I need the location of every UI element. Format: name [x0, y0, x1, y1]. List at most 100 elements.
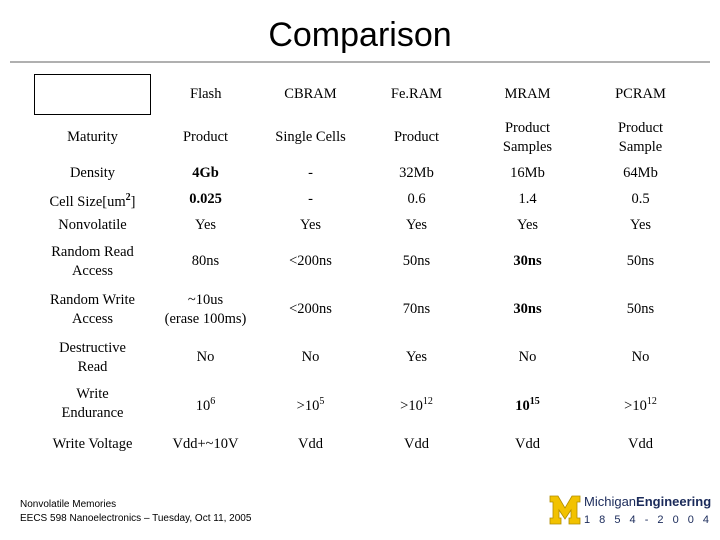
- cell-line: 4Gb: [192, 165, 219, 181]
- row-label-line: Random Read: [51, 243, 134, 260]
- cell-line: 64Mb: [623, 165, 658, 181]
- table-cell: 30ns: [473, 239, 583, 285]
- column-header: Fe.RAM: [390, 86, 443, 102]
- table-cell: Yes: [361, 213, 473, 239]
- table-row: Destructive Read No No Yes No No: [35, 335, 699, 381]
- row-label-line: Random Write: [50, 291, 135, 308]
- table-cell: 1015: [473, 381, 583, 427]
- table-row: Maturity Product Single Cells Product Produc…: [35, 115, 699, 161]
- row-label: Write Voltage: [35, 427, 151, 463]
- cell-line: No: [196, 349, 215, 365]
- cell-line: >1012: [400, 395, 433, 414]
- table-cell: Yes: [151, 213, 261, 239]
- table-cell: 50ns: [361, 239, 473, 285]
- cell-line: 80ns: [191, 253, 220, 269]
- column-header: Flash: [190, 86, 222, 102]
- table-row: Cell Size[um2] 0.025 - 0.6 1.4 0.5: [35, 187, 699, 213]
- table-cell: <200ns: [261, 285, 361, 335]
- table-row: Write Endurance 106 >105 >1012 1015 >1012: [35, 381, 699, 427]
- table-cell: Product Samples: [473, 115, 583, 161]
- cell-line: (erase 100ms): [164, 310, 247, 327]
- table-cell: >1012: [583, 381, 699, 427]
- cell-line: No: [301, 349, 320, 365]
- cell-line: 1.4: [518, 191, 537, 207]
- table-cell: Vdd: [361, 427, 473, 463]
- logo-word-engineering: Engineering: [636, 494, 712, 509]
- cell-line: 50ns: [402, 253, 431, 269]
- cell-line: Vdd+~10V: [172, 436, 239, 452]
- cell-line: Product: [393, 129, 440, 145]
- cell-line: -: [308, 165, 313, 181]
- cell-line: 30ns: [513, 301, 542, 317]
- table-cell: <200ns: [261, 239, 361, 285]
- table-cell: Vdd: [261, 427, 361, 463]
- cell-line: Product: [617, 119, 664, 136]
- table-cell: 0.5: [583, 187, 699, 213]
- table-cell: 64Mb: [583, 161, 699, 187]
- table-cell: 50ns: [583, 239, 699, 285]
- table-cell: Yes: [583, 213, 699, 239]
- table-row: Random Read Access 80ns <200ns 50ns 30ns 50ns: [35, 239, 699, 285]
- logo-word-michigan: Michigan: [584, 494, 637, 509]
- michigan-engineering-logo: MichiganEngineering 1 8 5 4 - 2 0 0 4: [548, 490, 711, 532]
- row-label-line: Endurance: [61, 404, 124, 421]
- cell-line: <200ns: [289, 301, 332, 317]
- table-cell: 4Gb: [151, 161, 261, 187]
- cell-line: >105: [296, 395, 325, 414]
- footer-course-info: EECS 598 Nanoelectronics – Tuesday, Oct …: [20, 513, 252, 524]
- table-cell: Product: [361, 115, 473, 161]
- cell-line: 16Mb: [510, 165, 545, 181]
- block-m-icon: [549, 495, 581, 525]
- cell-line: Sample: [618, 138, 663, 155]
- table-cell: -: [261, 187, 361, 213]
- row-label-line: Read: [77, 358, 108, 375]
- cell-line: No: [631, 349, 650, 365]
- cell-line: Yes: [194, 217, 217, 233]
- row-label-line: Nonvolatile: [58, 217, 127, 233]
- cell-line: Yes: [405, 349, 428, 365]
- row-label: Maturity: [35, 115, 151, 161]
- cell-line: Vdd: [628, 436, 653, 452]
- cell-line: >1012: [624, 395, 657, 414]
- comparison-table: Flash CBRAM Fe.RAM MRAM PCRAM Maturity Pr…: [34, 74, 699, 463]
- cell-line: Yes: [516, 217, 539, 233]
- row-label-line: Density: [69, 165, 116, 181]
- table-cell: Single Cells: [261, 115, 361, 161]
- row-label: Write Endurance: [35, 381, 151, 427]
- cell-line: Product: [504, 119, 551, 136]
- table-cell: 1.4: [473, 187, 583, 213]
- row-label-line: Access: [71, 262, 114, 279]
- table-cell: Vdd+~10V: [151, 427, 261, 463]
- table-cell: Yes: [473, 213, 583, 239]
- logo-wordmark: MichiganEngineering: [584, 494, 711, 509]
- cell-line: Yes: [629, 217, 652, 233]
- row-label: Cell Size[um2]: [35, 187, 151, 213]
- table-cell: Yes: [261, 213, 361, 239]
- row-label: Density: [35, 161, 151, 187]
- cell-line: <200ns: [289, 253, 332, 269]
- row-label-line: Access: [71, 310, 114, 327]
- table-cell: 0.025: [151, 187, 261, 213]
- cell-line: No: [518, 349, 537, 365]
- cell-line: 1015: [515, 395, 540, 414]
- row-label: Random Read Access: [35, 239, 151, 285]
- cell-line: 30ns: [513, 253, 542, 269]
- cell-line: Vdd: [404, 436, 429, 452]
- row-label: Nonvolatile: [35, 213, 151, 239]
- table-cell: 50ns: [583, 285, 699, 335]
- row-label: Destructive Read: [35, 335, 151, 381]
- table-cell: No: [151, 335, 261, 381]
- column-header: MRAM: [504, 86, 551, 102]
- cell-line: 0.5: [631, 191, 650, 207]
- footer-course-title: Nonvolatile Memories: [20, 499, 117, 510]
- table-cell: No: [473, 335, 583, 381]
- table-cell: Vdd: [473, 427, 583, 463]
- cell-line: 50ns: [626, 253, 655, 269]
- row-label-line: Maturity: [67, 129, 118, 146]
- table-cell: Yes: [361, 335, 473, 381]
- table-cell: >1012: [361, 381, 473, 427]
- table-cell: No: [261, 335, 361, 381]
- cell-line: 0.6: [407, 191, 426, 207]
- row-label-line: Destructive: [59, 339, 126, 356]
- table-cell: 106: [151, 381, 261, 427]
